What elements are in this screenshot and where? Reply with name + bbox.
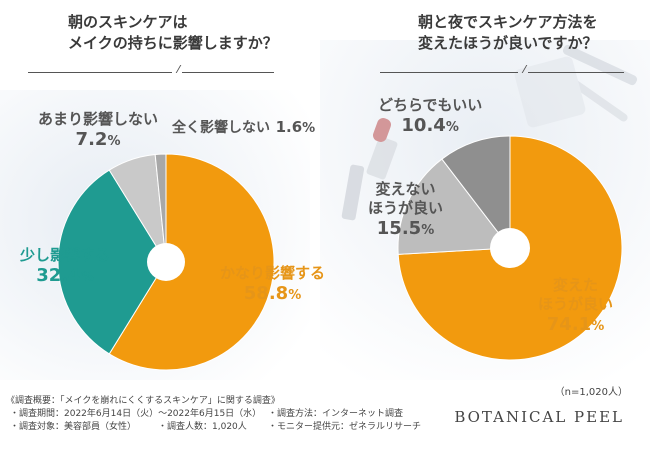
- footer-period: ・調査期間：2022年6月14日（火）～2022年6月15日（水）: [10, 409, 262, 419]
- label-value: 58.8%: [243, 283, 302, 304]
- label-amari-eikyou-shinai: あまり影響しない 7.2%: [38, 110, 158, 153]
- footer-target: ・調査対象：美容部員（女性）: [10, 422, 137, 432]
- label-value: 32.4%: [36, 265, 94, 286]
- label-kanari-eikyou: かなり影響する 58.8%: [220, 264, 325, 307]
- label-name: かなり影響する: [220, 264, 326, 282]
- left-title-line-1: 朝のスキンケアは: [68, 13, 188, 31]
- sample-size-note: （n=1,020人）: [554, 387, 628, 398]
- label-name-line-1: 変えない: [375, 180, 436, 198]
- footer-provider: ・モニター提供元：ゼネラルリサーチ: [268, 422, 422, 432]
- footer-method: ・調査方法：インターネット調査: [268, 409, 404, 419]
- label-value: 10.4%: [401, 115, 459, 136]
- footer-survey: 《調査概要：「メイクを崩れにくくするスキンケア」に関する調査》: [6, 396, 280, 406]
- left-title-line-2: メイクの持ちに影響しますか？: [68, 34, 278, 52]
- label-name-line-1: どちらでもいい: [378, 96, 483, 114]
- label-name: 全く影響しない: [172, 120, 270, 136]
- left-title-underline: [28, 72, 172, 73]
- label-name: 少し影響する: [20, 246, 111, 264]
- label-sukoshi-eikyou: 少し影響する 32.4%: [20, 246, 110, 289]
- label-name-line-2: ほうが良い: [538, 295, 614, 313]
- brush-decoration: [514, 44, 638, 128]
- label-value: 7.2%: [75, 129, 121, 150]
- lipstick-decoration: [341, 118, 398, 221]
- label-name-line-1: 変えた: [553, 276, 599, 294]
- label-mattaku-eikyou-shinai: 全く影響しない 1.6%: [172, 116, 315, 140]
- brand-logo: BOTANICAL PEEL: [454, 408, 624, 426]
- right-title-underline-2: [528, 72, 624, 73]
- slice-kaenai-hou-ga-yoi: [397, 158, 511, 255]
- right-title-line-1: 朝と夜でスキンケア方法を: [418, 13, 598, 31]
- left-chart-title: 朝のスキンケアは メイクの持ちに影響しますか？: [68, 12, 278, 54]
- slice-dochira-demo-ii: [441, 135, 511, 250]
- label-value: 74.1%: [546, 314, 605, 335]
- label-name-line-2: ほうが良い: [368, 199, 444, 217]
- slice-mattaku-eikyou-shinai: [154, 153, 167, 263]
- right-pie-center-hole: [490, 228, 530, 268]
- right-title-underline: [380, 72, 518, 73]
- left-pie-center-hole: [147, 243, 185, 281]
- slice-sukoshi-eikyou: [57, 169, 167, 355]
- label-kaenai-hou-ga-yoi: 変えない ほうが良い 15.5%: [368, 180, 443, 242]
- right-title-line-2: 変えたほうが良いですか？: [418, 34, 598, 52]
- label-value: 15.5%: [376, 218, 435, 239]
- right-chart-title: 朝と夜でスキンケア方法を 変えたほうが良いですか？: [418, 12, 598, 54]
- label-dochira-demo-ii: どちらでもいい 10.4%: [378, 96, 482, 139]
- footer-count: ・調査人数：1,020人: [158, 422, 247, 432]
- slice-kanari-eikyou: [108, 153, 275, 371]
- label-value: 1.6%: [275, 118, 316, 136]
- label-kaeta-hou-ga-yoi: 変えた ほうが良い 74.1%: [538, 276, 613, 338]
- label-name: あまり影響しない: [38, 110, 159, 128]
- left-title-underline-2: [182, 72, 274, 73]
